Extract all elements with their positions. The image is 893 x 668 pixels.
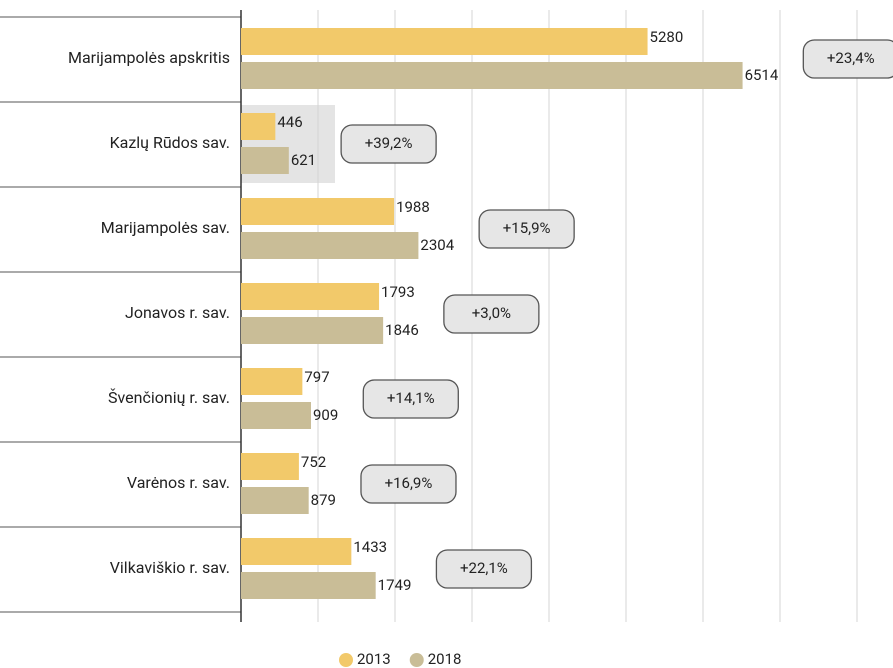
bar — [241, 317, 384, 344]
bar — [241, 147, 289, 174]
legend-marker — [339, 653, 353, 667]
bar — [241, 28, 648, 55]
change-label: +39,2% — [365, 134, 413, 152]
bar — [241, 113, 276, 140]
value-label: 5280 — [650, 28, 684, 46]
change-bubble — [435, 549, 533, 589]
change-label: +16,9% — [385, 474, 433, 492]
y-tick-label: Varėnos r. sav. — [127, 473, 230, 492]
change-label: +14,1% — [387, 389, 435, 407]
legend-label: 2018 — [428, 650, 462, 668]
bar — [241, 232, 419, 259]
value-label: 879 — [311, 491, 336, 509]
value-label: 797 — [304, 368, 329, 386]
legend-label: 2013 — [357, 650, 391, 668]
bar — [241, 402, 311, 429]
value-label: 446 — [277, 113, 302, 131]
bar — [241, 487, 309, 514]
y-tick-label: Jonavos r. sav. — [125, 303, 230, 322]
change-label: +22,1% — [460, 559, 508, 577]
value-label: 1846 — [385, 321, 419, 339]
value-label: 752 — [301, 453, 326, 471]
bar — [241, 453, 299, 480]
y-tick-label: Švenčionių r. sav. — [108, 387, 230, 407]
bar — [241, 538, 352, 565]
value-label: 1988 — [396, 198, 430, 216]
bar — [241, 368, 303, 395]
value-label: 2304 — [420, 236, 454, 254]
change-label: +15,9% — [503, 219, 551, 237]
change-bubble — [443, 294, 540, 334]
bar — [241, 198, 395, 225]
value-label: 1749 — [378, 576, 412, 594]
change-bubble — [340, 124, 437, 164]
y-tick-label: Vilkaviškio r. sav. — [110, 558, 230, 577]
change-bubble — [360, 464, 457, 504]
y-tick-label: Kazlų Rūdos sav. — [110, 133, 230, 152]
y-tick-label: Marijampolės sav. — [101, 218, 230, 237]
bar — [241, 283, 380, 310]
legend-marker — [409, 653, 424, 667]
y-tick-label: Marijampolės apskritis — [68, 48, 230, 67]
value-label: 909 — [313, 406, 338, 424]
bar — [241, 572, 376, 599]
value-label: 1433 — [353, 538, 387, 556]
change-label: +23,4% — [827, 49, 875, 67]
change-bubble — [478, 209, 575, 249]
value-label: 1793 — [381, 283, 415, 301]
value-label: 6514 — [745, 66, 779, 84]
change-label: +3,0% — [472, 304, 511, 322]
bar — [241, 62, 743, 89]
change-bubble — [802, 39, 893, 79]
value-label: 621 — [291, 151, 316, 169]
change-bubble — [362, 379, 459, 419]
